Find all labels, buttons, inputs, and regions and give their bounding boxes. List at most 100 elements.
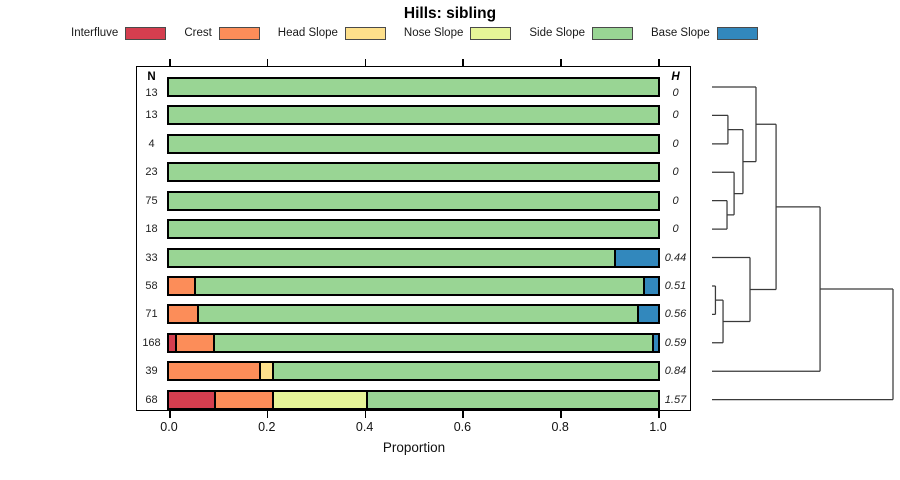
bar-segment-crest xyxy=(169,277,195,294)
h-value: 0 xyxy=(672,109,679,122)
x-tick-top xyxy=(658,59,660,66)
n-value: 75 xyxy=(145,194,158,207)
h-value: 0 xyxy=(672,223,679,236)
legend: Interfluve Crest Head Slope Nose Slope Side … xyxy=(71,26,758,40)
h-value: 0.59 xyxy=(664,336,687,349)
legend-label: Interfluve xyxy=(71,27,119,39)
n-value: 68 xyxy=(145,393,158,406)
legend-label: Head Slope xyxy=(277,27,338,39)
bar-segment-crest xyxy=(169,363,260,380)
h-value: 0.44 xyxy=(664,251,687,264)
legend-item: Crest xyxy=(184,26,260,40)
h-value: 0 xyxy=(672,137,679,150)
x-tick-bottom xyxy=(560,411,562,418)
bar-segment-base-slope xyxy=(643,277,658,294)
bar xyxy=(167,361,660,382)
bar-segment-side-slope xyxy=(212,334,653,351)
bar xyxy=(167,304,660,325)
bar xyxy=(167,332,660,353)
bar-segment-side-slope xyxy=(169,107,658,124)
col-header-n: N xyxy=(147,71,156,83)
h-value: 0.84 xyxy=(664,365,687,378)
bar-segment-side-slope xyxy=(169,249,614,266)
n-value: 4 xyxy=(148,137,155,150)
legend-swatch xyxy=(592,26,633,40)
dendrogram-links xyxy=(712,86,894,401)
n-value: 58 xyxy=(145,279,158,292)
plot-area xyxy=(136,66,691,411)
legend-swatch xyxy=(470,26,512,40)
h-value: 0 xyxy=(672,194,679,207)
x-tick-bottom xyxy=(462,411,464,418)
x-tick-bottom xyxy=(169,411,171,418)
x-axis-title: Proportion xyxy=(382,440,446,455)
x-tick-top xyxy=(560,59,562,66)
bar-segment-base-slope xyxy=(652,334,658,351)
legend-swatch xyxy=(716,26,758,40)
legend-swatch xyxy=(125,26,167,40)
bar xyxy=(167,105,660,126)
bar xyxy=(167,190,660,211)
chart-title: Hills: sibling xyxy=(403,5,497,22)
bar-segment-base-slope xyxy=(637,306,658,323)
bar-segment-crest xyxy=(169,306,198,323)
bar-segment-crest xyxy=(174,334,213,351)
bar xyxy=(167,133,660,154)
legend-item: Base Slope xyxy=(651,26,758,40)
bar-segment-side-slope xyxy=(194,277,644,294)
bar-segment-side-slope xyxy=(169,79,658,95)
n-value: 23 xyxy=(145,166,158,179)
x-tick-top xyxy=(364,59,367,66)
legend-item: Side Slope xyxy=(529,26,633,40)
legend-item: Interfluve xyxy=(71,26,167,40)
x-tick-label: 0.0 xyxy=(160,420,178,434)
bar-segment-side-slope xyxy=(169,135,658,152)
bar-segment-crest xyxy=(213,391,272,408)
x-tick-bottom xyxy=(658,411,660,418)
n-value: 13 xyxy=(145,109,158,122)
legend-item: Nose Slope xyxy=(403,26,512,40)
bar-segment-base-slope xyxy=(613,249,658,266)
n-value: 39 xyxy=(145,365,158,378)
legend-label: Crest xyxy=(184,27,212,39)
bar-segment-interfluve xyxy=(169,391,214,408)
n-value: 13 xyxy=(145,87,158,99)
x-tick-bottom xyxy=(364,411,367,418)
h-value: 1.57 xyxy=(664,393,687,406)
bar xyxy=(167,162,660,183)
x-tick-top xyxy=(169,59,171,66)
legend-item: Head Slope xyxy=(277,26,386,40)
bar xyxy=(167,275,660,296)
bar xyxy=(167,247,660,268)
col-header-h: H xyxy=(671,71,680,83)
bar-segment-side-slope xyxy=(169,221,658,238)
legend-label: Base Slope xyxy=(651,27,710,39)
h-value: 0.51 xyxy=(664,279,687,292)
x-tick-label: 0.2 xyxy=(258,420,276,434)
bar-segment-interfluve xyxy=(169,334,175,351)
x-tick-label: 0.4 xyxy=(355,420,374,434)
bar-segment-nose-slope xyxy=(271,391,367,408)
bar xyxy=(167,77,660,97)
bar xyxy=(167,219,660,240)
bar-segment-side-slope xyxy=(366,391,658,408)
x-tick-top xyxy=(266,59,269,66)
n-value: 33 xyxy=(145,251,158,264)
x-tick-top xyxy=(462,59,464,66)
x-tick-label: 0.6 xyxy=(453,420,472,434)
h-value: 0 xyxy=(672,87,679,99)
bar-segment-side-slope xyxy=(197,306,638,323)
h-value: 0 xyxy=(672,166,679,179)
n-value: 18 xyxy=(145,223,158,236)
bar-segment-side-slope xyxy=(169,192,658,209)
x-tick-label: 1.0 xyxy=(649,420,667,434)
h-value: 0.56 xyxy=(664,308,687,321)
legend-label: Nose Slope xyxy=(403,27,464,39)
x-tick-bottom xyxy=(266,411,269,418)
n-value: 168 xyxy=(142,336,161,349)
bar-segment-side-slope xyxy=(169,164,658,181)
bar-segment-side-slope xyxy=(272,363,658,380)
legend-swatch xyxy=(344,26,386,40)
n-value: 71 xyxy=(145,308,158,321)
